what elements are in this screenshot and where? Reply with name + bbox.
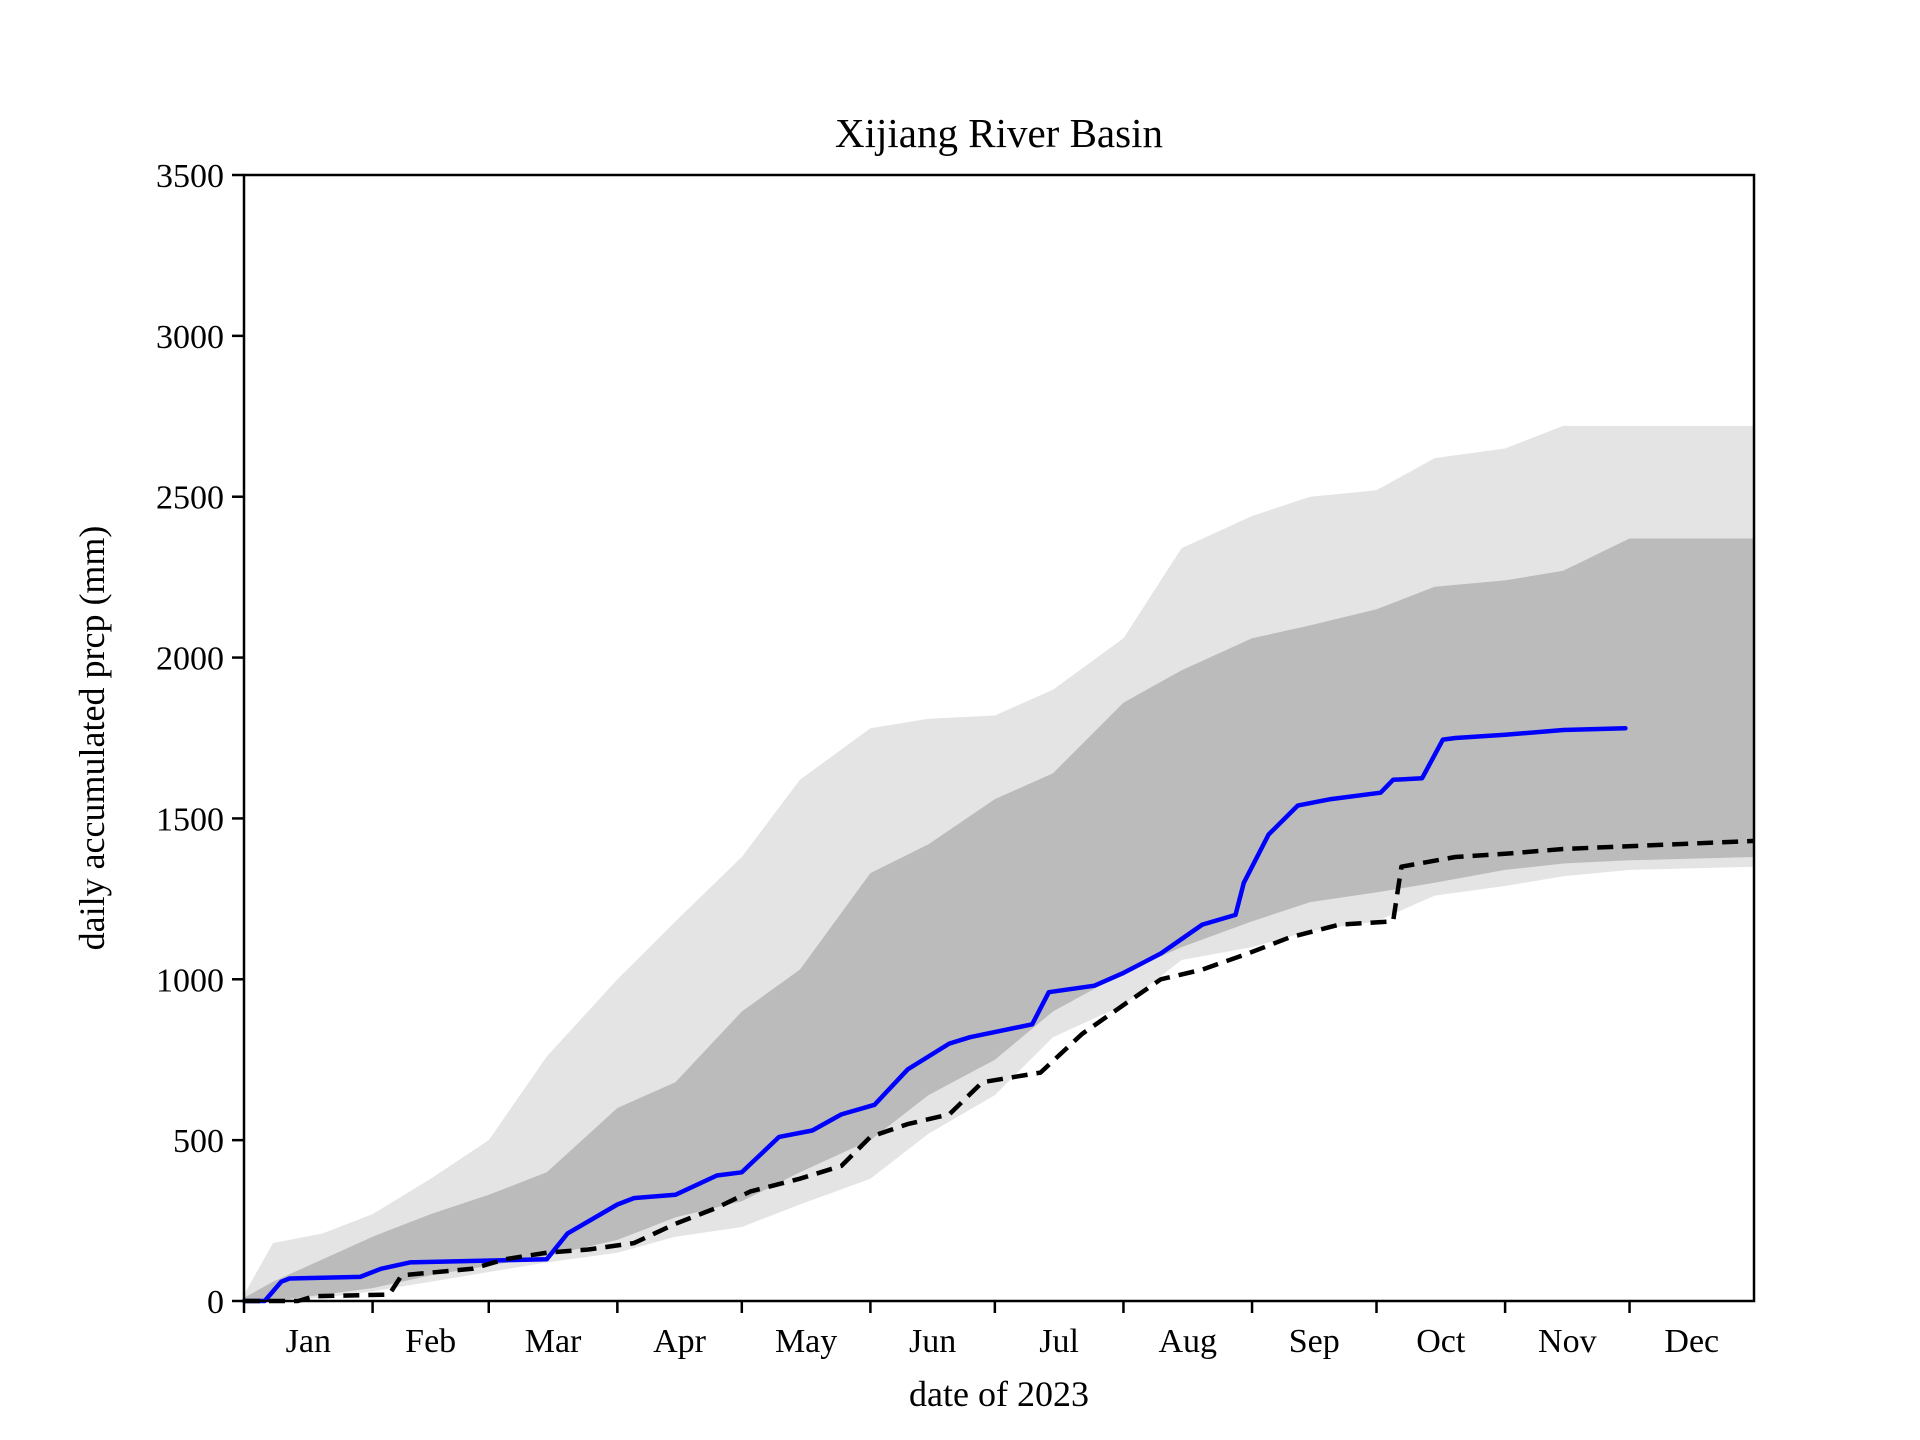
y-axis-label: daily accumulated prcp (mm)	[72, 526, 112, 951]
y-axis: 0 500 1000 1500 2000 2500 3000 3500	[156, 158, 244, 1321]
y-tick-label: 2000	[156, 641, 224, 678]
x-tick-label: May	[775, 1323, 837, 1360]
plot-frame	[242, 173, 1756, 1303]
x-tick-label: Nov	[1538, 1323, 1597, 1360]
y-tick-label: 500	[173, 1123, 224, 1160]
x-tick-label: Mar	[525, 1323, 582, 1360]
x-axis-label: date of 2023	[909, 1374, 1089, 1414]
x-tick-label: Jul	[1039, 1323, 1079, 1360]
y-tick-label: 3500	[156, 158, 224, 195]
x-tick-label: Jan	[286, 1323, 331, 1360]
solid-series-line	[241, 726, 1628, 1304]
x-axis: Jan Feb Mar Apr May Jun Jul Aug Sep Oct Nov Dec	[242, 1301, 1719, 1360]
x-tick-label: Oct	[1416, 1323, 1466, 1360]
dashed-series-line	[244, 838, 1755, 1304]
percentile-bands	[244, 425, 1754, 1301]
y-tick-label: 2500	[156, 480, 224, 517]
x-tick-label: Feb	[405, 1323, 456, 1360]
x-tick-label: Jun	[909, 1323, 956, 1360]
inner-percentile-band	[244, 538, 1754, 1301]
x-tick-label: Aug	[1158, 1323, 1217, 1360]
chart-title: Xijiang River Basin	[835, 110, 1163, 156]
x-tick-label: Dec	[1664, 1323, 1719, 1360]
y-tick-label: 1000	[156, 962, 224, 999]
y-tick-label: 1500	[156, 801, 224, 838]
y-tick-label: 0	[207, 1284, 224, 1321]
x-tick-label: Apr	[653, 1323, 707, 1360]
y-tick-label: 3000	[156, 319, 224, 356]
x-tick-label: Sep	[1289, 1323, 1340, 1360]
series-lines	[241, 726, 1755, 1304]
